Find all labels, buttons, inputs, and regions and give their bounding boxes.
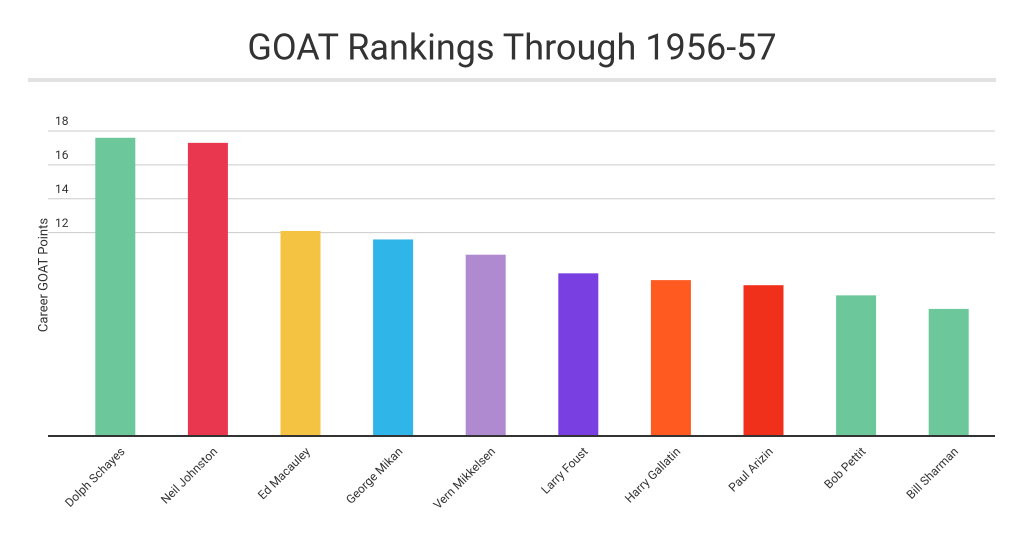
x-tick-label: Larry Foust [538, 444, 590, 496]
bar [743, 285, 784, 436]
bar [650, 280, 691, 436]
y-tick-label: 18 [55, 114, 69, 128]
x-tick-label: George Mikan [343, 444, 405, 506]
x-tick-label: Bill Sharman [904, 444, 961, 501]
x-tick-label: Ed Macauley [255, 444, 313, 502]
bar [187, 142, 228, 436]
y-tick-label: 12 [55, 216, 69, 230]
x-tick-label: Vern Mikkelsen [431, 444, 498, 511]
y-tick-label: 16 [55, 148, 69, 162]
bar [280, 230, 321, 436]
y-tick-label: 14 [55, 182, 69, 196]
x-tick-label: Dolph Schayes [62, 444, 127, 509]
x-tick-label: Paul Arizin [726, 444, 776, 494]
x-tick-label: Neil Johnston [158, 444, 220, 506]
chart-title: GOAT Rankings Through 1956-57 [247, 27, 776, 69]
bar [558, 273, 599, 436]
title-divider [28, 78, 996, 82]
bar [928, 308, 969, 436]
bar [373, 239, 414, 436]
x-tick-label: Harry Gallatin [622, 444, 683, 505]
bar [465, 254, 506, 436]
x-tick-label: Bob Pettit [821, 444, 868, 491]
bar [95, 137, 136, 436]
bar [836, 295, 877, 436]
y-axis-label: Career GOAT Points [36, 218, 51, 332]
